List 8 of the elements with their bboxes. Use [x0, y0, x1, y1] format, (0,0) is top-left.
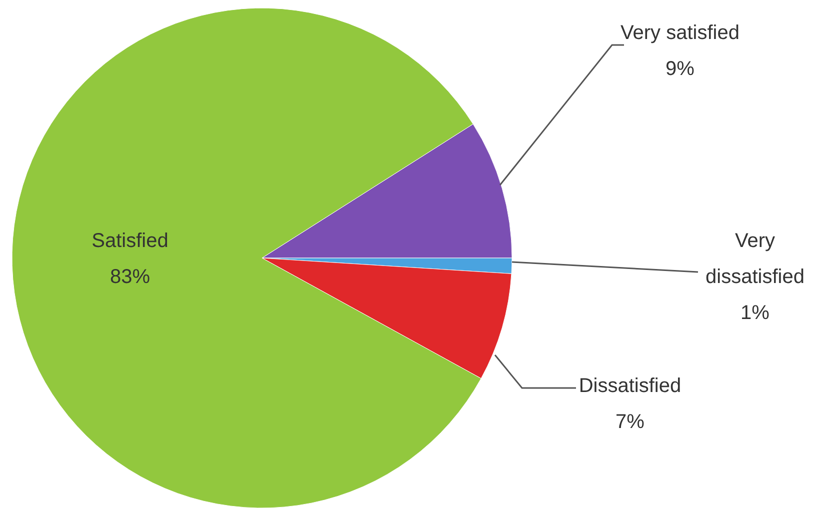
data-label: 1%	[740, 302, 770, 324]
data-label: 9%	[666, 58, 695, 80]
slice-label: Satisfied	[92, 230, 168, 252]
data-label: 83%	[110, 266, 150, 288]
slice-label: Dissatisfied	[578, 375, 682, 397]
data-label: 7%	[616, 411, 645, 433]
slice-label: Very satisfied	[620, 22, 740, 44]
slice-label: Very dissatisfied	[706, 230, 804, 288]
